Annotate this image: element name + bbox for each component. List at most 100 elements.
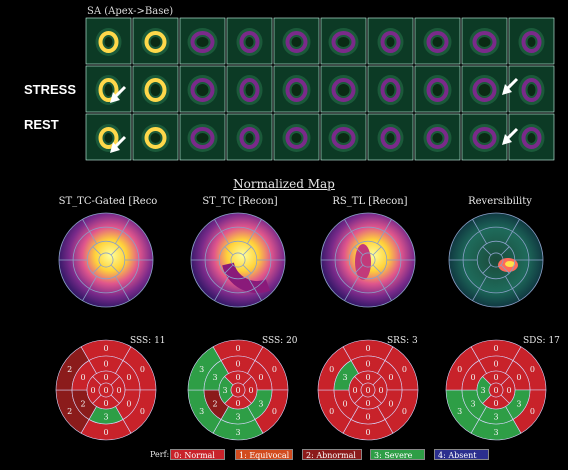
segment-score: 0 bbox=[235, 373, 240, 382]
polar-title-reversibility: Reversibility bbox=[468, 196, 532, 207]
segment-score: 0 bbox=[343, 399, 348, 408]
slice-image bbox=[179, 65, 226, 113]
slice-image bbox=[320, 65, 367, 113]
legend-normal: 0: Normal bbox=[170, 449, 225, 460]
segment-score: 0 bbox=[493, 399, 498, 408]
segment-score: 0 bbox=[235, 360, 240, 369]
slice-image bbox=[273, 17, 320, 65]
segment-score: 2 bbox=[213, 399, 218, 408]
segment-score: 0 bbox=[365, 344, 370, 353]
arrow-icon bbox=[502, 77, 519, 95]
segment-score: 0 bbox=[116, 386, 121, 395]
segment-score: 0 bbox=[402, 365, 407, 374]
segment-score: 0 bbox=[126, 373, 131, 382]
score-srs-rest: SRS: 3 bbox=[387, 336, 418, 346]
score-sss-gated: SSS: 11 bbox=[130, 336, 166, 346]
segment-score: 0 bbox=[402, 407, 407, 416]
segment-score: 0 bbox=[103, 428, 108, 437]
segment-score: 0 bbox=[457, 365, 462, 374]
arrow-icon bbox=[110, 135, 127, 153]
arrow-icon bbox=[110, 85, 127, 103]
segment-score: 0 bbox=[103, 373, 108, 382]
score-sds-reversibility: SDS: 17 bbox=[523, 336, 560, 346]
segment-score: 3 bbox=[457, 407, 462, 416]
slice-image bbox=[508, 113, 555, 161]
legend-absent: 4: Absent bbox=[434, 449, 489, 460]
segment-score: 0 bbox=[235, 386, 240, 395]
segment-score: 0 bbox=[506, 386, 511, 395]
segment-score: 3 bbox=[222, 386, 227, 395]
stress-label: STRESS bbox=[24, 82, 77, 97]
slice-image bbox=[508, 17, 555, 65]
rest-label: REST bbox=[24, 117, 59, 132]
segment-score: 0 bbox=[493, 386, 498, 395]
segment-score: 0 bbox=[81, 373, 86, 382]
slice-image bbox=[414, 113, 461, 161]
slice-image bbox=[132, 113, 179, 161]
short-axis-slice-grid bbox=[85, 17, 555, 161]
segment-score: 0 bbox=[365, 386, 370, 395]
segment-score: 0 bbox=[365, 413, 370, 422]
segment-score: 0 bbox=[365, 428, 370, 437]
score-sss-stress: SSS: 20 bbox=[262, 336, 298, 346]
slice-image bbox=[414, 17, 461, 65]
segment-score: 0 bbox=[103, 399, 108, 408]
segment-score: 0 bbox=[329, 407, 334, 416]
slice-image bbox=[85, 17, 132, 65]
legend-equivocal: 1: Equivocal bbox=[235, 449, 293, 460]
slice-image bbox=[179, 17, 226, 65]
segment-score: 0 bbox=[235, 344, 240, 353]
segment-score: 0 bbox=[388, 373, 393, 382]
segment-score: 2 bbox=[67, 365, 72, 374]
segment-score: 0 bbox=[378, 386, 383, 395]
segment-score: 3 bbox=[213, 373, 218, 382]
segment-score: 0 bbox=[493, 373, 498, 382]
segment-score: 0 bbox=[530, 365, 535, 374]
polar-map-rest bbox=[320, 212, 416, 308]
segment-score: 0 bbox=[365, 399, 370, 408]
slice-image bbox=[179, 113, 226, 161]
segment-score: 0 bbox=[103, 386, 108, 395]
slice-image bbox=[132, 17, 179, 65]
slice-image bbox=[508, 65, 555, 113]
segment-score: 0 bbox=[388, 399, 393, 408]
slice-image bbox=[320, 113, 367, 161]
legend-severe: 3: Severe bbox=[370, 449, 425, 460]
segment-score: 0 bbox=[272, 365, 277, 374]
polar-map-gated bbox=[58, 212, 154, 308]
segment-score: 0 bbox=[140, 407, 145, 416]
segment-score: 2 bbox=[67, 407, 72, 416]
segment-score: 0 bbox=[140, 365, 145, 374]
slice-image bbox=[320, 17, 367, 65]
sa-title: SA (Apex->Base) bbox=[87, 6, 174, 17]
bullseye-apex bbox=[98, 382, 114, 398]
slice-image bbox=[226, 113, 273, 161]
segment-score: 0 bbox=[126, 399, 131, 408]
polar-map-reversibility bbox=[448, 212, 544, 308]
segment-score: 0 bbox=[493, 344, 498, 353]
polar-title-gated: ST_TC-Gated [Reco bbox=[58, 196, 158, 207]
segment-score: 0 bbox=[530, 407, 535, 416]
legend-label: Perf: bbox=[150, 450, 170, 459]
segment-score: 0 bbox=[365, 373, 370, 382]
segment-score: 2 bbox=[81, 399, 86, 408]
bullseye-apex bbox=[488, 382, 504, 398]
normalized-map-title: Normalized Map bbox=[233, 177, 335, 191]
slice-image bbox=[367, 65, 414, 113]
segment-score: 3 bbox=[199, 365, 204, 374]
slice-image bbox=[367, 113, 414, 161]
segment-score: 3 bbox=[199, 407, 204, 416]
segment-score: 0 bbox=[103, 344, 108, 353]
segment-score: 0 bbox=[471, 373, 476, 382]
segment-score: 3 bbox=[480, 386, 485, 395]
legend-abnormal: 2: Abnormal bbox=[302, 449, 362, 460]
slice-image bbox=[226, 17, 273, 65]
segment-score: 0 bbox=[258, 373, 263, 382]
arrow-icon bbox=[502, 127, 519, 145]
segment-score: 0 bbox=[90, 386, 95, 395]
